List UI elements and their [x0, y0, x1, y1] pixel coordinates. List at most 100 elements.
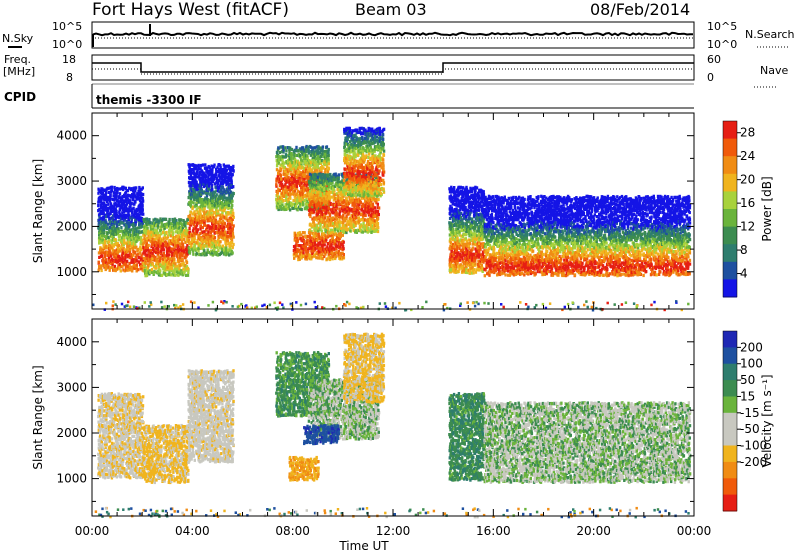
power-cell — [360, 189, 363, 193]
power-cell — [201, 206, 204, 210]
power-cell — [172, 247, 175, 251]
power-cell — [119, 269, 122, 273]
power-cell — [189, 167, 192, 172]
power-cell — [310, 202, 313, 206]
power-cell — [124, 255, 127, 259]
power-cell — [348, 226, 352, 230]
power-cell — [112, 229, 116, 234]
power-cell — [356, 188, 360, 192]
power-cell — [199, 163, 203, 168]
power-cell — [342, 181, 345, 185]
power-cell — [145, 236, 149, 240]
power-cell — [137, 189, 141, 193]
power-cell — [136, 192, 139, 196]
power-cell — [362, 147, 365, 151]
power-cell — [331, 191, 335, 195]
power-cell — [295, 192, 299, 196]
power-cell — [371, 229, 375, 233]
power-cell — [188, 251, 192, 255]
power-cell — [334, 220, 337, 224]
power-cell — [202, 204, 206, 208]
power-cell — [137, 268, 140, 272]
power-cell — [123, 194, 126, 198]
power-cell — [277, 169, 281, 173]
power-cell — [303, 177, 306, 181]
power-cell — [218, 184, 222, 188]
power-cell — [141, 202, 144, 206]
power-cell — [126, 189, 130, 193]
power-cell — [186, 229, 189, 233]
power-cell — [216, 186, 220, 190]
power-cell — [299, 166, 303, 170]
power-cell — [159, 273, 162, 277]
power-cell — [346, 183, 349, 187]
power-cell — [223, 188, 226, 192]
power-cell — [356, 153, 360, 157]
power-cell — [319, 198, 322, 202]
power-cell — [188, 213, 192, 217]
power-cell — [215, 193, 218, 197]
power-cell — [177, 263, 181, 267]
power-cell — [163, 269, 166, 273]
power-cell — [149, 221, 152, 225]
power-cell — [348, 131, 351, 135]
power-cell — [362, 213, 365, 217]
power-cell — [179, 258, 182, 263]
power-cell — [172, 273, 176, 277]
power-cell — [217, 223, 220, 227]
power-cell — [103, 208, 106, 212]
power-cell — [179, 272, 182, 276]
power-cell — [365, 207, 369, 211]
power-cell — [131, 269, 134, 273]
power-cell — [203, 207, 206, 211]
power-cell — [369, 161, 372, 166]
power-cell — [295, 204, 298, 208]
power-cell — [212, 216, 215, 220]
power-cell — [309, 145, 313, 149]
power-cell — [370, 214, 373, 218]
power-cell — [108, 243, 111, 247]
power-cell — [352, 156, 356, 160]
power-cell — [223, 249, 226, 253]
power-cell — [143, 217, 146, 222]
power-cell — [230, 223, 233, 227]
power-cell — [335, 217, 338, 221]
power-cell — [363, 191, 367, 195]
power-cell — [344, 139, 347, 143]
power-cell — [121, 240, 124, 244]
power-cell — [167, 253, 170, 257]
power-cell — [191, 235, 194, 239]
power-cell — [174, 230, 178, 234]
power-cell — [118, 248, 122, 252]
power-cell — [112, 244, 115, 248]
power-cell — [104, 238, 107, 242]
power-cell — [350, 172, 354, 176]
power-cell — [112, 259, 115, 263]
power-cell — [340, 183, 344, 187]
power-cell — [340, 226, 343, 230]
power-cell — [202, 237, 206, 242]
power-cell — [134, 243, 137, 247]
power-cell — [230, 183, 233, 187]
power-cell — [356, 145, 360, 149]
power-cell — [322, 166, 325, 170]
power-cell — [371, 226, 375, 230]
power-cell — [136, 233, 140, 237]
power-cell — [306, 174, 309, 178]
power-cell — [170, 247, 173, 251]
power-cell — [323, 216, 327, 220]
power-cell — [106, 250, 109, 255]
power-cell — [377, 176, 380, 180]
power-cell — [140, 247, 143, 251]
power-cell — [110, 239, 113, 243]
power-cell — [148, 262, 152, 266]
power-cell — [102, 212, 105, 216]
power-cell — [342, 225, 345, 229]
power-cell — [115, 194, 118, 198]
power-cell — [105, 224, 108, 228]
power-cell — [351, 202, 355, 206]
power-cell — [110, 189, 114, 193]
power-cell — [216, 204, 220, 208]
power-cell — [351, 181, 354, 185]
power-cell — [330, 178, 333, 183]
